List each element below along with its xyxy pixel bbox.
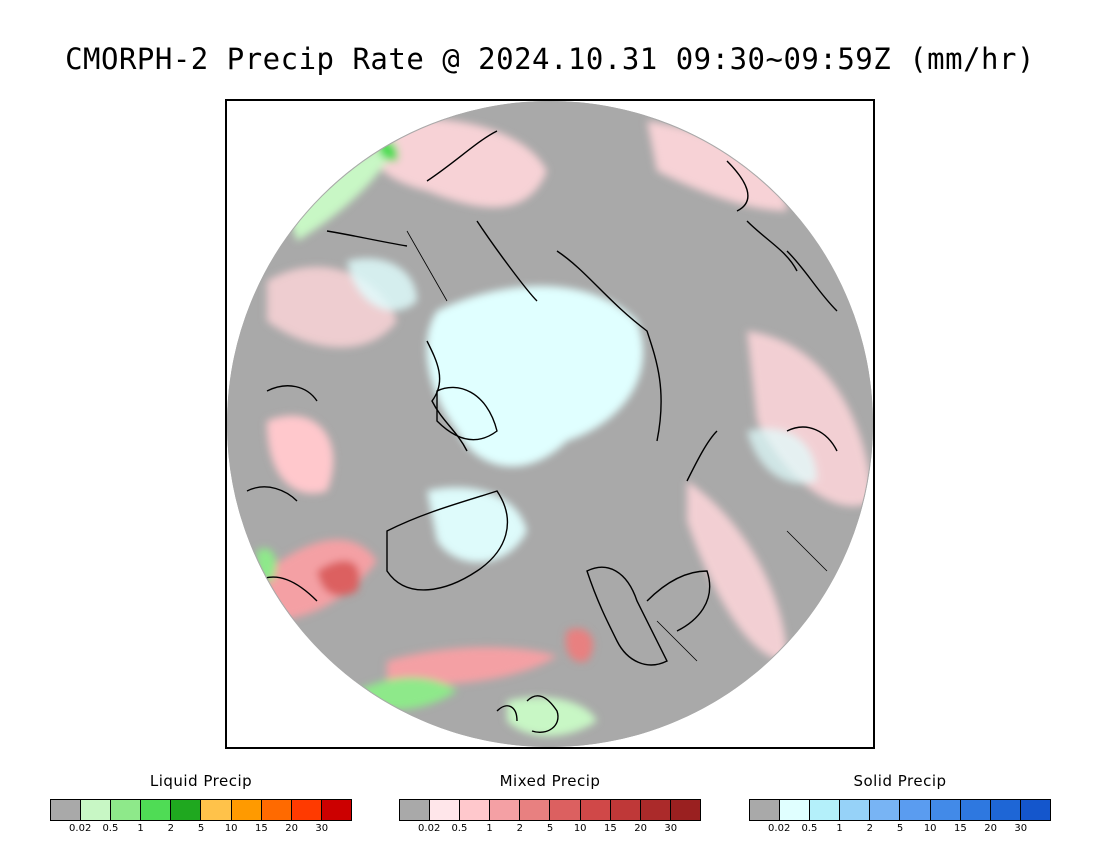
legend-swatch: [261, 800, 292, 820]
legend-swatch: [141, 800, 172, 820]
legend-swatch: [171, 800, 202, 820]
legend-mixed: Mixed Precip 0.02 0.5 1 2 5 10 15 20 30: [399, 772, 701, 835]
legend-swatch: [1020, 800, 1050, 820]
legend-swatch: [580, 800, 611, 820]
legend-tick-label: 2: [866, 823, 873, 834]
legend-swatch: [900, 800, 931, 820]
legend-tick-label: 5: [546, 823, 554, 834]
legend-tick-label: 10: [224, 823, 238, 834]
legend-swatch: [670, 800, 700, 820]
legend-swatch: [291, 800, 322, 820]
legend-swatch: [640, 800, 671, 820]
legend-colorbar: [399, 799, 701, 821]
legend-tick-label: 0.5: [451, 823, 468, 834]
legend-swatch: [51, 800, 82, 820]
legend-ticks: 0.02 0.5 1 2 5 10 15 20 30: [749, 821, 1051, 835]
chart-title: CMORPH-2 Precip Rate @ 2024.10.31 09:30~…: [65, 42, 1035, 76]
legend-swatch: [111, 800, 142, 820]
legend-swatch: [960, 800, 991, 820]
legend-title: Mixed Precip: [499, 772, 601, 790]
legend-swatch: [81, 800, 112, 820]
map-canvas: [227, 101, 873, 747]
legend-tick-label: 0.5: [801, 823, 818, 834]
legend-tick-label: 2: [167, 823, 174, 834]
legend-solid: Solid Precip 0.02 0.5 1 2 5 10 15 20 30: [749, 772, 1051, 835]
legend-swatch: [321, 800, 351, 820]
legend-tick-label: 0.5: [102, 823, 119, 834]
legend-tick-label: 15: [954, 823, 967, 834]
legend-swatch: [460, 800, 491, 820]
precip-field: [227, 101, 873, 747]
legend-swatch: [610, 800, 641, 820]
polar-precip-map[interactable]: [225, 99, 875, 749]
legend-tick-label: 15: [255, 823, 268, 834]
legend-swatch: [750, 800, 781, 820]
legend-swatch: [550, 800, 581, 820]
legend-swatch: [840, 800, 871, 820]
legend-tick-label: 1: [836, 823, 843, 834]
legend-colorbar: [749, 799, 1051, 821]
legend-tick-label: 20: [634, 823, 647, 834]
legend-title: Liquid Precip: [149, 772, 253, 790]
legend-tick-label: 10: [573, 823, 587, 834]
legend-colorbar: [50, 799, 352, 821]
legend-tick-label: 20: [285, 823, 298, 834]
legend-tick-label: 30: [664, 823, 678, 834]
legend-swatch: [930, 800, 961, 820]
legend-tick-label: 1: [137, 823, 144, 834]
legend-tick-label: 30: [315, 823, 329, 834]
legend-swatch: [520, 800, 551, 820]
legend-tick-label: 10: [923, 823, 937, 834]
legend-title: Solid Precip: [853, 772, 947, 790]
legend-tick-label: 2: [516, 823, 523, 834]
legend-tick-label: 0.02: [768, 823, 791, 834]
legend-swatch: [430, 800, 461, 820]
map-disk-edge: [227, 101, 873, 747]
legend-tick-label: 5: [197, 823, 205, 834]
legend-ticks: 0.02 0.5 1 2 5 10 15 20 30: [399, 821, 701, 835]
legend-tick-label: 1: [486, 823, 493, 834]
legend-tick-label: 5: [896, 823, 904, 834]
legend-swatch: [400, 800, 431, 820]
legend-tick-label: 30: [1014, 823, 1028, 834]
legend-tick-label: 15: [604, 823, 617, 834]
legend-swatch: [201, 800, 232, 820]
legend-liquid: Liquid Precip 0.02 0.5 1 2 5 10 15 20 30: [50, 772, 352, 835]
legend-swatch: [990, 800, 1021, 820]
legend-swatch: [490, 800, 521, 820]
legend-swatch: [231, 800, 262, 820]
coastlines: [246, 130, 838, 733]
legend-swatch: [780, 800, 811, 820]
legend-tick-label: 20: [984, 823, 997, 834]
legend-swatch: [810, 800, 841, 820]
legend-tick-label: 0.02: [418, 823, 441, 834]
legend-ticks: 0.02 0.5 1 2 5 10 15 20 30: [50, 821, 352, 835]
legend-tick-label: 0.02: [69, 823, 92, 834]
legend-swatch: [870, 800, 901, 820]
borders: [406, 230, 828, 662]
